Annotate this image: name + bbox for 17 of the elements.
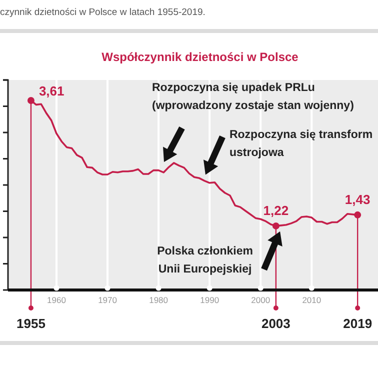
annotation: Polska członkiem Unii Europejskiej (157, 245, 253, 276)
chart-subtitle: czynnik dzietności w Polsce w latach 1955-2019. (0, 7, 206, 18)
x-tick-label: 1970 (98, 295, 118, 306)
x-tick-label: 2010 (302, 295, 322, 306)
chart-title: Współczynnik dzietności w Polsce (102, 50, 299, 64)
x-tick-label: 2000 (251, 295, 270, 306)
data-label: 1,43 (344, 192, 370, 207)
ref-line-label: 2019 (343, 316, 372, 331)
x-tick-label: 1960 (47, 295, 66, 306)
data-label: 1,22 (263, 202, 289, 218)
annotation: Rozpoczyna się upadek PRLu (wprowadzony zostaje stan wojenny) (152, 82, 354, 112)
data-label: 3,61 (38, 83, 64, 98)
x-tick-label: 1990 (200, 295, 220, 306)
x-tick-label: 1980 (149, 295, 168, 306)
ref-line-label: 2003 (261, 316, 290, 331)
annotation: Rozpoczyna się transform ustrojowa (229, 128, 373, 159)
ref-line-label: 1955 (16, 316, 46, 331)
